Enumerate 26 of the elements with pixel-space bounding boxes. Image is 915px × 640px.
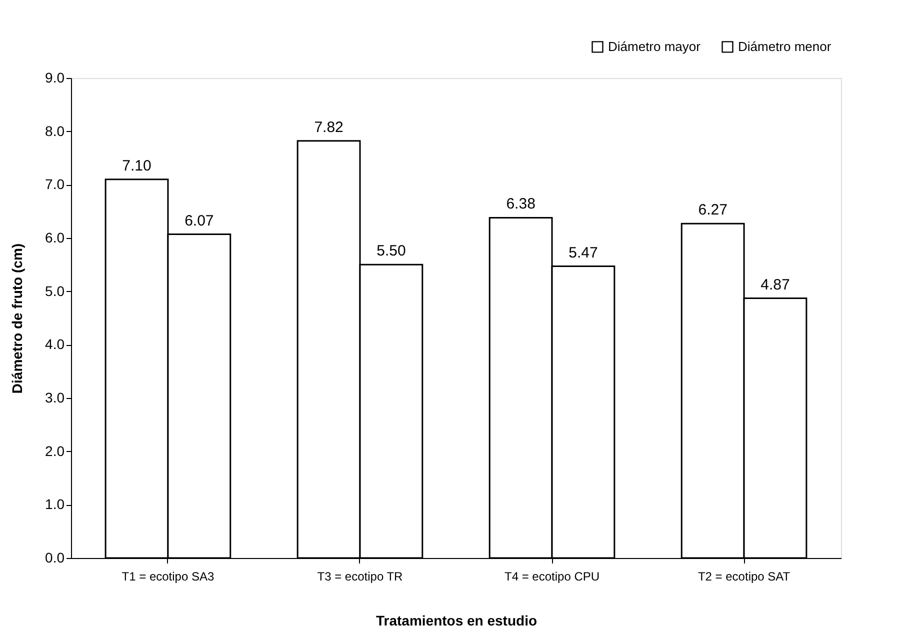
data-label: 6.27 — [698, 202, 728, 219]
data-label: 7.82 — [314, 118, 344, 136]
y-tick-label: 8.0 — [45, 122, 65, 139]
legend-label: Diámetro menor — [738, 38, 832, 54]
x-tick-label: T4 = ecotipo CPU — [504, 570, 600, 584]
y-tick-label: 0.0 — [45, 550, 65, 566]
y-tick-label: 7.0 — [45, 176, 65, 192]
y-tick-label: 2.0 — [45, 442, 65, 459]
x-tick-label: T1 = ecotipo SA3 — [122, 570, 214, 584]
y-tick-label: 4.0 — [45, 336, 65, 352]
x-tick-label: T3 = ecotipo TR — [317, 570, 404, 584]
y-axis-title: Diámetro de fruto (cm) — [9, 243, 26, 394]
data-label: 6.38 — [506, 196, 536, 213]
y-tick-label: 6.0 — [45, 230, 65, 246]
data-label: 5.50 — [376, 242, 406, 260]
y-tick-label: 5.0 — [45, 282, 65, 299]
legend-label: Diámetro mayor — [608, 38, 702, 54]
y-tick-label: 1.0 — [45, 496, 65, 512]
y-tick-label: 3.0 — [45, 390, 65, 406]
x-axis-title: Tratamientos en estudio — [376, 612, 538, 628]
y-tick-label: 9.0 — [45, 70, 65, 86]
data-label: 5.47 — [568, 244, 598, 262]
x-tick-label: T2 = ecotipo SAT — [698, 570, 791, 584]
data-label: 4.87 — [760, 276, 790, 294]
data-label: 7.10 — [122, 157, 152, 174]
data-label: 6.07 — [184, 212, 214, 230]
